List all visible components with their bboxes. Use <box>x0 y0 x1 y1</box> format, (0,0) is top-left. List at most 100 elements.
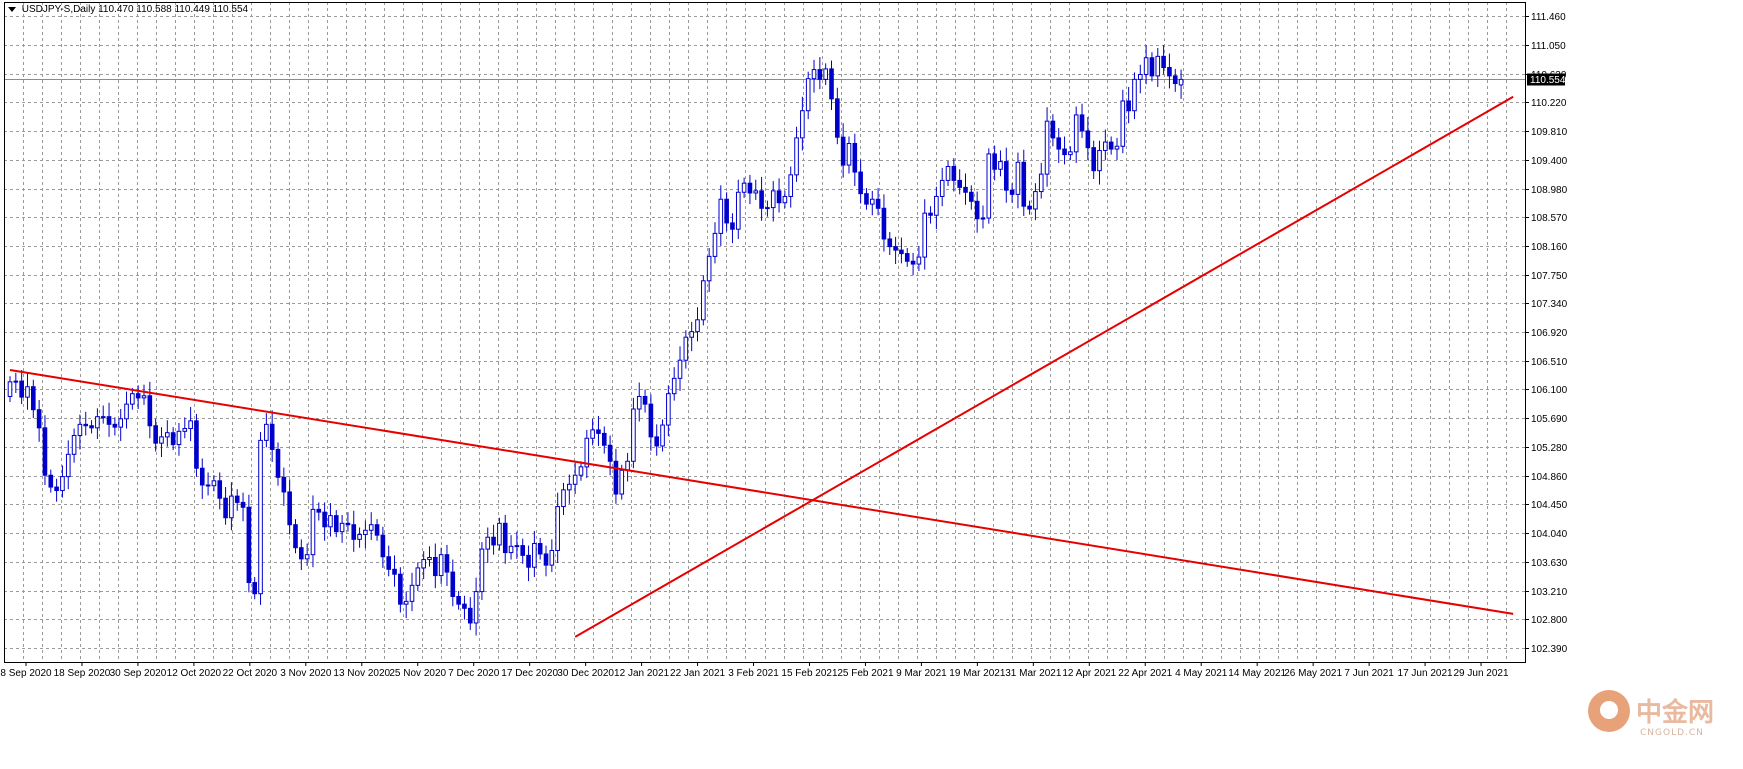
candle-body-bearish <box>42 427 48 476</box>
y-tick-label: 105.690 <box>1531 414 1568 425</box>
y-tick-label: 104.040 <box>1531 529 1568 540</box>
candle <box>1015 152 1021 209</box>
candle <box>1137 64 1143 94</box>
candle-body-bullish <box>1137 73 1143 80</box>
candle <box>549 539 555 573</box>
candle <box>89 420 94 434</box>
candle-body-bullish <box>339 522 345 533</box>
candle-body-bullish <box>782 195 788 204</box>
candle-body-bullish <box>660 424 665 447</box>
candle-body-bullish <box>100 416 106 419</box>
current-price-label-box <box>1527 73 1565 86</box>
candle <box>427 546 432 567</box>
candle-body-bearish <box>269 423 275 450</box>
y-tick-label: 107.750 <box>1531 271 1568 282</box>
candle <box>1167 53 1172 89</box>
candle-body-bearish <box>252 582 258 595</box>
candle <box>660 419 665 452</box>
candle-body-bearish <box>205 484 211 487</box>
candle-body-bearish <box>957 179 962 188</box>
candle <box>374 519 380 541</box>
candle-body-bullish <box>712 232 718 257</box>
candle <box>666 385 671 437</box>
candle-body-bullish <box>590 429 595 439</box>
candle <box>1056 128 1062 163</box>
y-tick-label: 104.450 <box>1531 500 1568 511</box>
plot-border <box>4 2 1526 663</box>
candle-body-bullish <box>945 165 951 181</box>
y-tick-label: 106.510 <box>1531 357 1568 368</box>
candle <box>881 194 887 252</box>
candle <box>1009 183 1015 203</box>
candle-body-bullish <box>71 434 77 455</box>
candle <box>689 321 694 352</box>
candle-body-bearish <box>48 474 54 488</box>
candle-body-bearish <box>1003 161 1009 191</box>
candle <box>514 531 520 559</box>
candle-body-bullish <box>508 545 514 554</box>
candle-body-bearish <box>887 238 893 248</box>
candle <box>398 567 403 613</box>
candle <box>182 417 188 439</box>
candle <box>613 448 619 504</box>
candle <box>631 397 636 469</box>
candle <box>817 57 823 90</box>
candle-body-bearish <box>316 508 322 513</box>
trendline-2[interactable] <box>574 95 1514 638</box>
candle <box>840 123 846 178</box>
x-tick-label: 8 Sep 2020 <box>0 668 52 679</box>
candle <box>735 179 741 239</box>
candle-body-bullish <box>415 567 421 586</box>
candle-body-bearish <box>433 556 438 577</box>
candle-body-bullish <box>689 331 694 338</box>
candle-body-bearish <box>450 571 456 597</box>
candle <box>287 479 292 535</box>
candle <box>205 472 211 496</box>
y-tick-label: 111.050 <box>1531 41 1566 52</box>
candle <box>945 160 951 186</box>
candle <box>188 406 193 442</box>
candle-body-bullish <box>770 190 776 209</box>
candle <box>986 148 992 224</box>
candle-body-bullish <box>60 476 65 492</box>
candle-body-bearish <box>240 501 246 508</box>
candle <box>537 537 543 560</box>
candle <box>275 442 281 486</box>
candle-body-bearish <box>864 193 869 205</box>
candle-body-bullish <box>1097 149 1102 172</box>
candle <box>724 192 729 232</box>
candle <box>409 572 415 612</box>
candle <box>893 236 898 265</box>
candle-body-bearish <box>1062 148 1067 156</box>
candle-body-bearish <box>281 476 287 493</box>
candle-body-bearish <box>112 423 118 428</box>
candle-body-bullish <box>986 153 992 219</box>
y-tick-label: 107.340 <box>1531 299 1568 310</box>
candle <box>759 176 764 221</box>
chart-menu-icon[interactable] <box>8 6 16 12</box>
x-tick-label: 22 Jan 2021 <box>670 668 725 679</box>
candle-body-bullish <box>998 161 1003 170</box>
candle <box>788 166 794 208</box>
candle-body-bullish <box>753 190 759 194</box>
candle <box>1027 200 1032 215</box>
candle-body-bearish <box>19 380 24 398</box>
candle <box>112 417 118 436</box>
trendline-1[interactable] <box>9 368 1514 615</box>
candle <box>1079 103 1085 138</box>
candle <box>928 206 933 224</box>
candle <box>316 502 322 521</box>
grid <box>4 2 1525 662</box>
candle <box>380 526 386 568</box>
candle <box>1103 129 1108 161</box>
candle-body-bearish <box>374 524 380 536</box>
candle <box>65 440 71 490</box>
candle <box>543 545 549 577</box>
candle <box>269 410 275 462</box>
candle <box>485 527 491 564</box>
candle-body-bearish <box>974 200 980 220</box>
candle <box>159 427 164 458</box>
candle-body-bearish <box>386 556 392 570</box>
